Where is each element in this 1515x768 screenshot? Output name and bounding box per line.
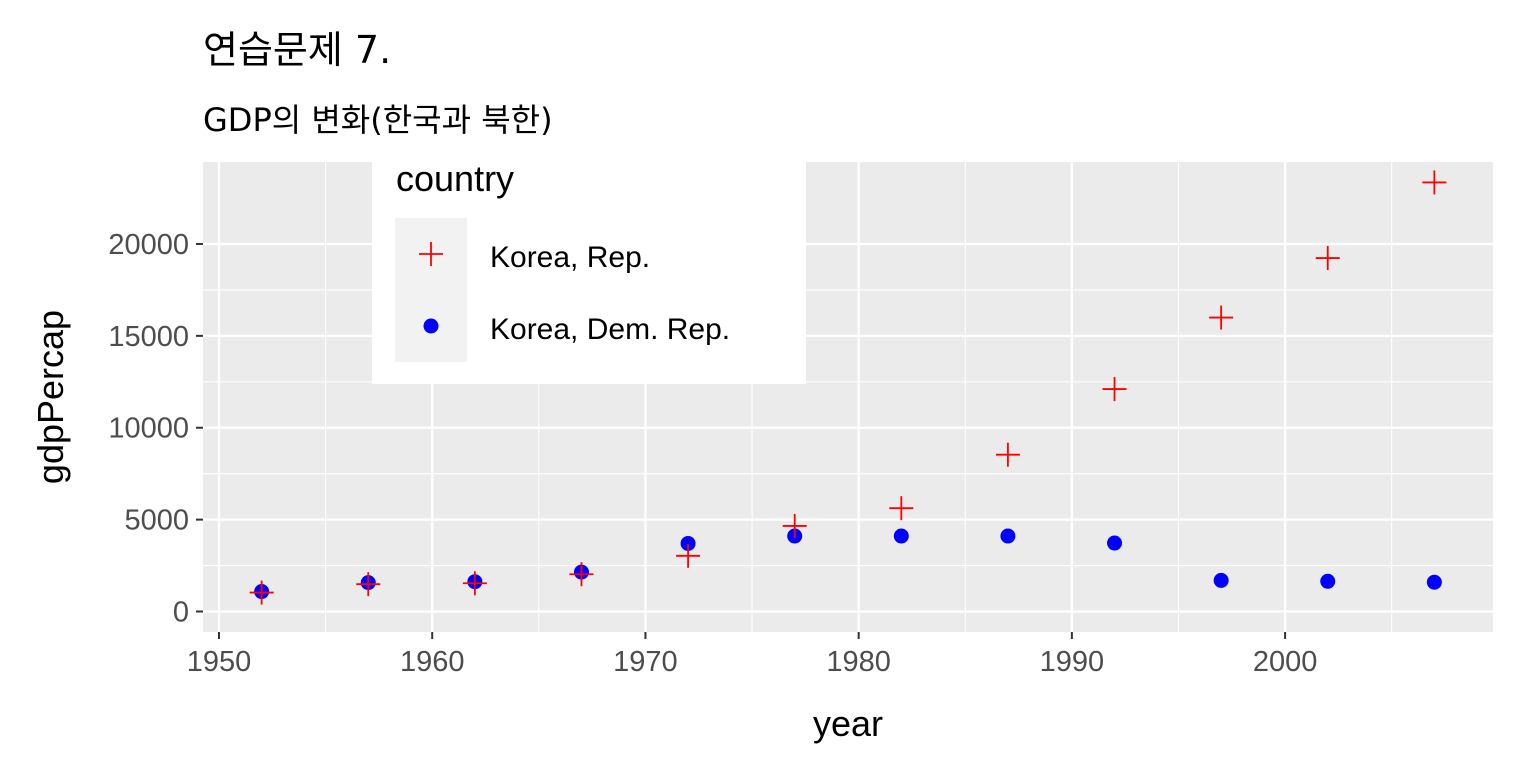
rep-point [889, 496, 914, 521]
y-tick-label: 15000 [108, 321, 189, 353]
x-tick-label: 1950 [187, 646, 252, 678]
dem-rep-point [1107, 535, 1123, 551]
rep-point [1422, 170, 1447, 195]
rep-point [995, 442, 1020, 467]
dem-rep-point [680, 535, 696, 551]
legend: country Korea, Rep. Korea, Dem. Rep. [372, 155, 806, 384]
y-tick-label: 5000 [124, 505, 189, 537]
rep-point [782, 513, 807, 538]
rep-point [356, 572, 381, 597]
y-tick-label: 10000 [108, 413, 189, 445]
chart-title: 연습문제 7. [203, 28, 391, 72]
dem-rep-point [893, 528, 909, 544]
y-axis: 0 5000 10000 15000 20000 [108, 229, 203, 629]
x-axis: 1950 1960 1970 1980 1990 2000 [187, 632, 1318, 678]
legend-title: country [396, 158, 514, 199]
dem-rep-point [1426, 574, 1442, 590]
x-tick-label: 1960 [400, 646, 465, 678]
dem-rep-point [1213, 572, 1229, 588]
x-tick-label: 1980 [826, 646, 891, 678]
x-tick-label: 1970 [613, 646, 678, 678]
data-points [249, 170, 1447, 605]
x-axis-label: year [813, 703, 883, 744]
legend-label-korea-dem-rep: Korea, Dem. Rep. [490, 313, 730, 346]
chart-subtitle: GDP의 변화(한국과 북한) [203, 101, 553, 139]
rep-point [1209, 305, 1234, 330]
legend-circle-marker [423, 318, 439, 334]
rep-point [676, 543, 701, 568]
dem-rep-point [1000, 528, 1016, 544]
rep-point [462, 571, 487, 596]
legend-plus-marker [419, 242, 443, 266]
rep-point [1315, 246, 1340, 271]
rep-point [249, 580, 274, 605]
rep-point [569, 562, 594, 587]
rep-point [1102, 377, 1127, 402]
y-tick-label: 20000 [108, 229, 189, 261]
x-tick-label: 2000 [1253, 646, 1318, 678]
y-tick-label: 0 [173, 597, 189, 629]
dem-rep-point [1320, 573, 1336, 589]
x-tick-label: 1990 [1040, 646, 1105, 678]
y-axis-label: gdpPercap [30, 310, 71, 484]
legend-label-korea-rep: Korea, Rep. [490, 241, 650, 274]
